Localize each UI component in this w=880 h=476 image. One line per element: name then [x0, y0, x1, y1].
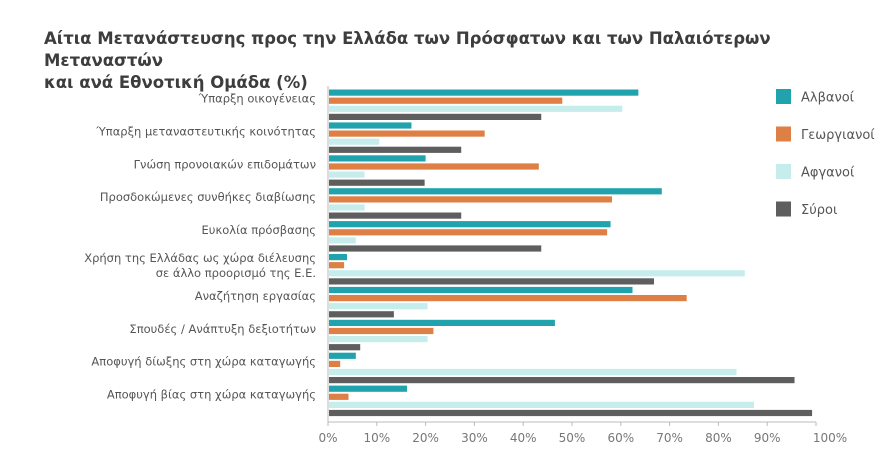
bar-0-7 — [329, 319, 555, 326]
bar-2-4 — [329, 237, 356, 244]
category-label: Γνώση προνοιακών επιδομάτων — [134, 157, 316, 171]
bar-3-0 — [329, 113, 542, 120]
legend-label-1: Γεωργιανοί — [801, 128, 875, 143]
x-tick-label: 90% — [754, 431, 781, 445]
bar-1-5 — [329, 262, 345, 269]
category-label: Σπουδές / Ανάπτυξη δεξιοτήτων — [129, 322, 316, 336]
legend-swatch-0 — [776, 89, 791, 104]
x-tick-label: 60% — [607, 431, 634, 445]
bar-1-1 — [329, 130, 485, 137]
x-tick-label: 30% — [461, 431, 488, 445]
x-tick-label: 20% — [412, 431, 439, 445]
category-label: Αποφυγή βίας στη χώρα καταγωγής — [107, 388, 316, 402]
bar-0-3 — [329, 188, 662, 195]
bar-2-2 — [329, 171, 365, 178]
category-label: Ύπαρξη οικογένειας — [198, 92, 316, 106]
bar-0-0 — [329, 89, 639, 96]
category-label: Ύπαρξη μεταναστευτικής κοινότητας — [95, 124, 316, 138]
legend-swatch-1 — [776, 126, 791, 142]
x-tick-label: 10% — [363, 431, 390, 445]
bar-3-7 — [329, 344, 361, 351]
bar-1-2 — [329, 163, 539, 170]
bar-3-8 — [329, 377, 795, 384]
bar-2-7 — [329, 336, 428, 343]
bar-3-9 — [329, 409, 813, 417]
x-tick-label: 0% — [318, 431, 337, 445]
bar-1-0 — [329, 97, 563, 104]
bar-3-1 — [329, 146, 462, 153]
category-label: Αποφυγή δίωξης στη χώρα καταγωγής — [91, 355, 316, 369]
x-tick-label: 80% — [705, 431, 732, 445]
chart-title-line1: Αίτια Μετανάστευσης προς την Ελλάδα των … — [44, 29, 771, 70]
legend-swatch-3 — [776, 201, 791, 217]
bar-3-4 — [329, 245, 542, 252]
x-tick-label: 70% — [656, 431, 683, 445]
bar-0-9 — [329, 385, 408, 392]
bar-0-4 — [329, 221, 611, 228]
bar-3-2 — [329, 179, 425, 186]
bar-0-1 — [329, 122, 412, 129]
category-label: σε άλλο προορισμό της Ε.Ε. — [156, 266, 316, 280]
category-label: Χρήση της Ελλάδας ως χώρα διέλευσης — [84, 251, 316, 265]
category-label: Προσδοκώμενες συνθήκες διαβίωσης — [100, 190, 316, 204]
chart-title-line2: και ανά Εθνοτική Ομάδα (%) — [44, 73, 308, 92]
bar-2-5 — [329, 270, 745, 277]
chart-title: Αίτια Μετανάστευσης προς την Ελλάδα των … — [44, 28, 864, 94]
bar-1-8 — [329, 360, 341, 367]
category-label: Αναζήτηση εργασίας — [195, 289, 316, 303]
bar-1-7 — [329, 327, 434, 335]
bar-2-9 — [329, 401, 755, 408]
bar-0-5 — [329, 254, 348, 261]
bar-1-6 — [329, 295, 687, 302]
bar-2-6 — [329, 303, 428, 310]
bar-0-8 — [329, 352, 356, 359]
bar-0-2 — [329, 155, 426, 162]
legend-swatch-2 — [776, 164, 791, 179]
x-tick-label: 40% — [510, 431, 537, 445]
legend-label-0: Αλβανοί — [801, 91, 855, 106]
bar-2-8 — [329, 368, 737, 376]
legend-label-2: Αφγανοί — [801, 166, 855, 181]
bar-2-0 — [329, 105, 623, 112]
legend-label-3: Σύροι — [801, 203, 837, 218]
bar-3-6 — [329, 311, 394, 318]
bar-3-5 — [329, 278, 654, 285]
bar-2-1 — [329, 138, 380, 145]
bar-0-6 — [329, 286, 633, 294]
bar-1-3 — [329, 196, 613, 203]
bar-3-3 — [329, 212, 462, 219]
category-label: Ευκολία πρόσβασης — [202, 223, 316, 237]
x-tick-label: 100% — [813, 431, 847, 445]
bar-2-3 — [329, 204, 365, 211]
x-tick-label: 50% — [559, 431, 586, 445]
bar-1-9 — [329, 393, 349, 400]
bar-1-4 — [329, 229, 608, 236]
